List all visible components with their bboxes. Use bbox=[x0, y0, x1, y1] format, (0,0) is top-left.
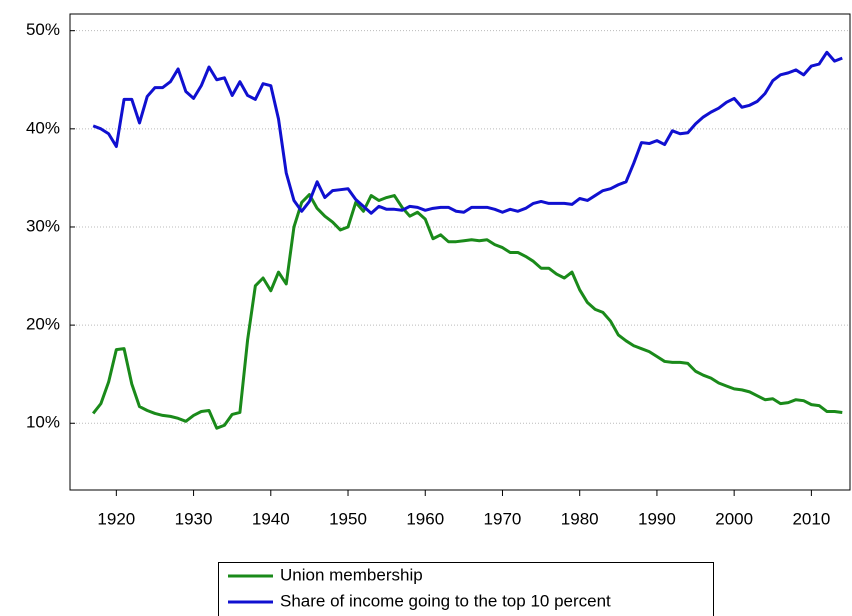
y-tick-label: 30% bbox=[26, 216, 60, 235]
x-tick-label: 1960 bbox=[406, 509, 444, 528]
series-line bbox=[91, 193, 843, 430]
x-tick-label: 1920 bbox=[97, 509, 135, 528]
legend-label: Share of income going to the top 10 perc… bbox=[280, 591, 611, 610]
legend-label: Union membership bbox=[280, 565, 423, 584]
x-tick-label: 2000 bbox=[715, 509, 753, 528]
x-tick-label: 1930 bbox=[175, 509, 213, 528]
x-tick-label: 2010 bbox=[792, 509, 830, 528]
y-tick-label: 50% bbox=[26, 20, 60, 39]
x-tick-label: 1950 bbox=[329, 509, 367, 528]
legend-box bbox=[218, 562, 714, 616]
x-tick-label: 1980 bbox=[561, 509, 599, 528]
y-tick-label: 40% bbox=[26, 118, 60, 137]
x-tick-label: 1940 bbox=[252, 509, 290, 528]
x-tick-label: 1970 bbox=[484, 509, 522, 528]
series-line bbox=[92, 50, 843, 215]
plot-frame bbox=[69, 13, 851, 491]
x-tick-label: 1990 bbox=[638, 509, 676, 528]
y-tick-label: 20% bbox=[26, 315, 60, 334]
y-tick-label: 10% bbox=[26, 413, 60, 432]
